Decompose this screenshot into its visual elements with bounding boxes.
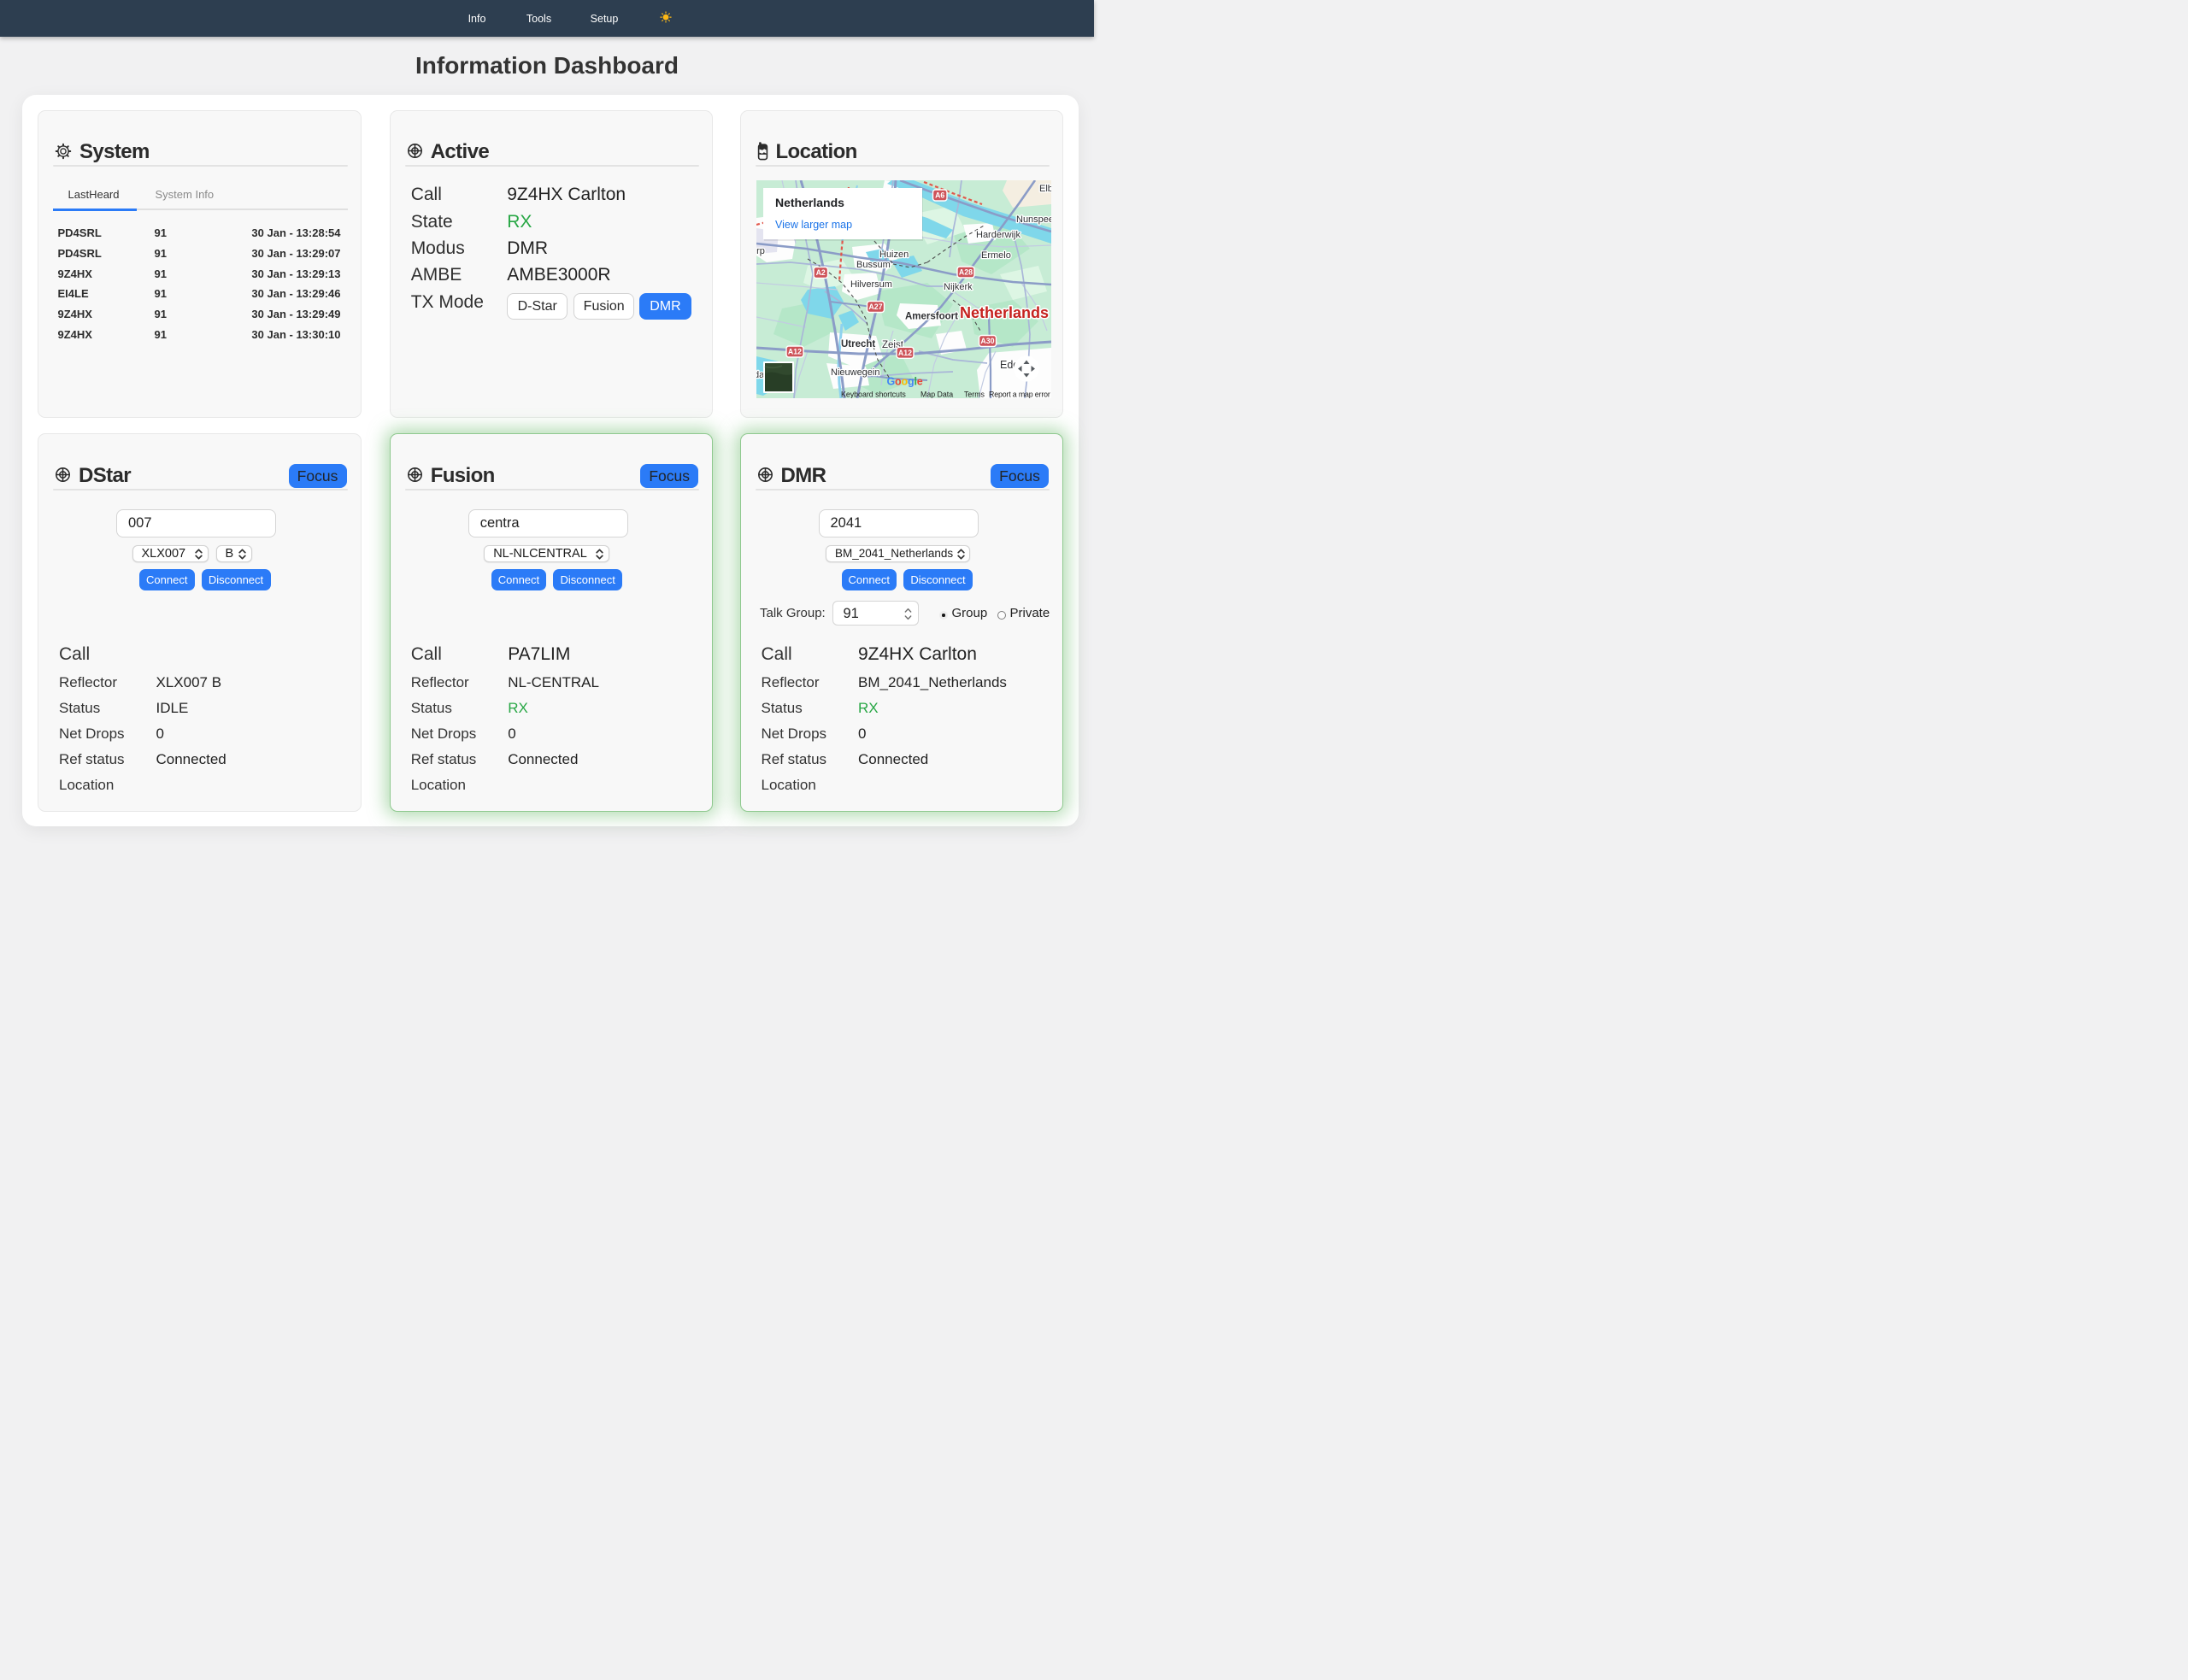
svg-text:Nijkerk: Nijkerk bbox=[944, 282, 973, 292]
svg-text:o: o bbox=[895, 376, 902, 388]
svg-text:Elb: Elb bbox=[1039, 184, 1051, 194]
svg-text:g: g bbox=[908, 376, 915, 388]
svg-text:Report a map error: Report a map error bbox=[989, 391, 1050, 399]
svg-text:Harderwijk: Harderwijk bbox=[976, 230, 1020, 240]
svg-text:Utrecht: Utrecht bbox=[841, 339, 875, 350]
svg-text:Nieuwegein: Nieuwegein bbox=[831, 367, 879, 378]
svg-text:Amersfoort: Amersfoort bbox=[905, 312, 958, 322]
svg-text:View larger map: View larger map bbox=[775, 219, 852, 231]
svg-text:A27: A27 bbox=[868, 303, 882, 311]
svg-text:G: G bbox=[887, 376, 896, 388]
svg-text:l: l bbox=[915, 376, 917, 388]
svg-text:Netherlands: Netherlands bbox=[775, 196, 844, 209]
svg-text:e: e bbox=[917, 376, 923, 388]
svg-text:A30: A30 bbox=[980, 337, 994, 345]
svg-text:Bussum: Bussum bbox=[856, 260, 891, 270]
svg-text:Hilversum: Hilversum bbox=[850, 279, 892, 290]
svg-text:Netherlands: Netherlands bbox=[960, 304, 1049, 321]
svg-text:Map Data: Map Data bbox=[920, 391, 953, 399]
svg-text:da: da bbox=[756, 370, 765, 380]
svg-text:Keyboard shortcuts: Keyboard shortcuts bbox=[841, 391, 906, 399]
svg-text:Terms: Terms bbox=[964, 391, 985, 399]
svg-text:A28: A28 bbox=[959, 268, 973, 277]
svg-text:orp: orp bbox=[756, 246, 765, 256]
svg-text:Huizen: Huizen bbox=[879, 250, 909, 260]
svg-text:A2: A2 bbox=[816, 268, 826, 277]
svg-text:Nunspee: Nunspee bbox=[1016, 214, 1051, 225]
svg-text:A12: A12 bbox=[898, 349, 912, 357]
svg-text:Ermelo: Ermelo bbox=[981, 250, 1011, 261]
svg-text:o: o bbox=[902, 376, 909, 388]
svg-text:A6: A6 bbox=[935, 191, 944, 200]
svg-text:A12: A12 bbox=[788, 348, 802, 356]
